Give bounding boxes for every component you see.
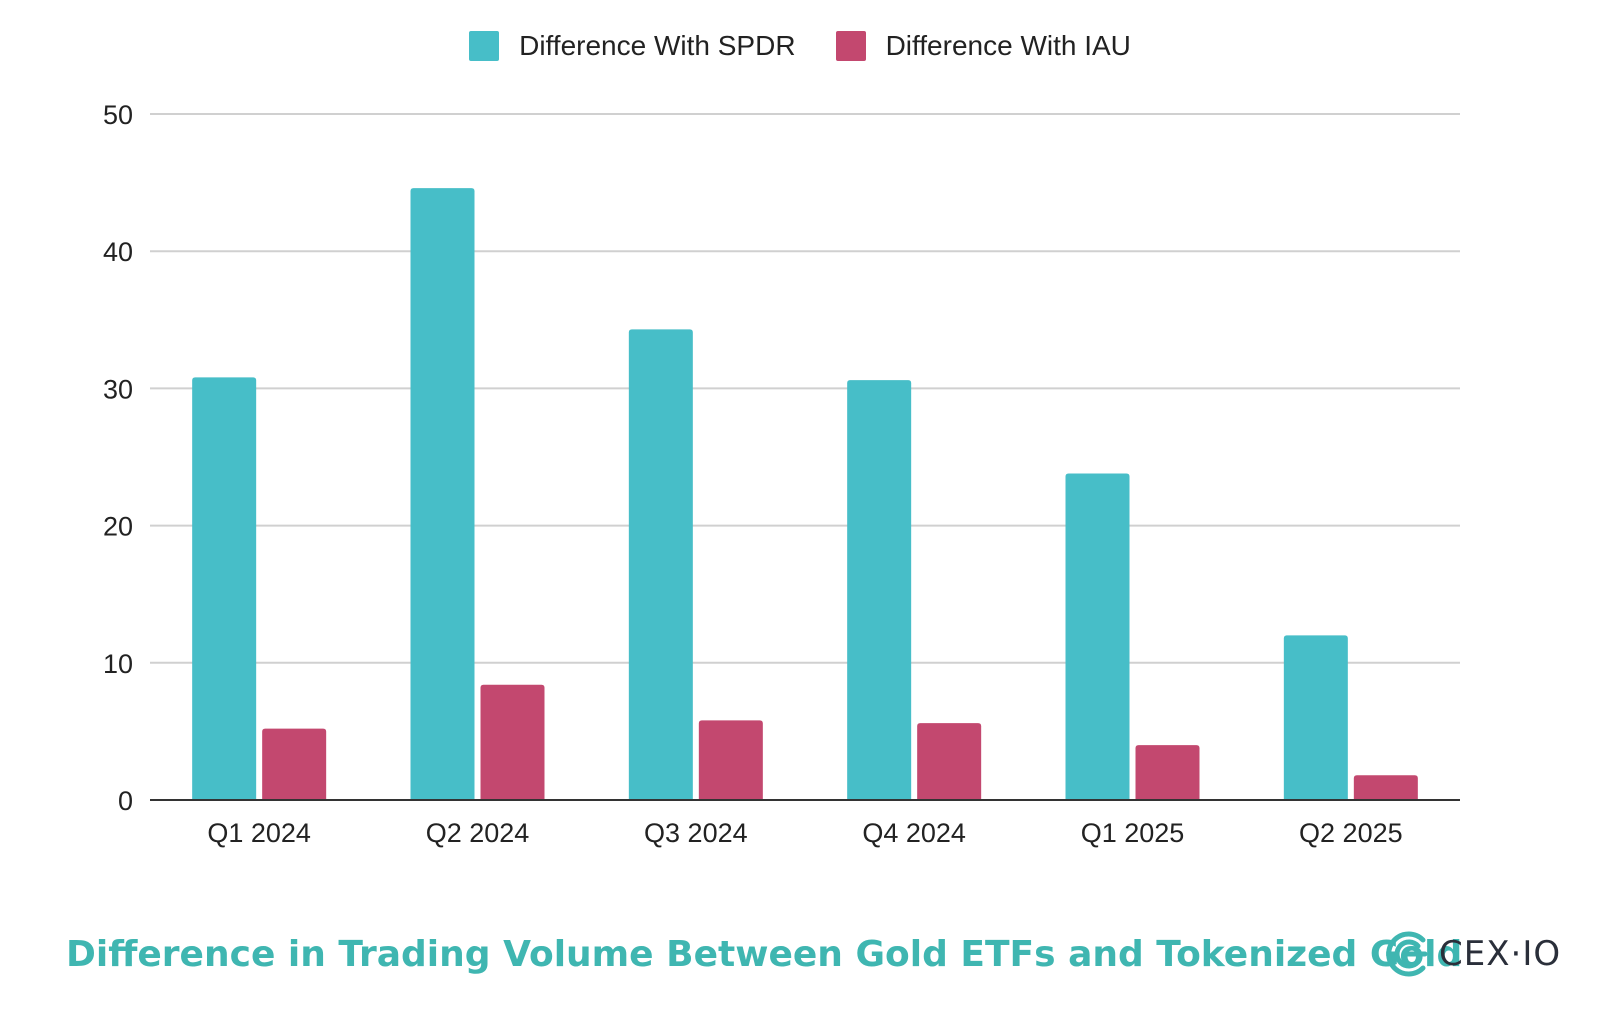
bar-iau-q1-2025[interactable] <box>1135 745 1200 800</box>
y-tick-label: 10 <box>103 649 133 679</box>
brand: CEX·IO <box>1383 930 1561 978</box>
brand-name: CEX·IO <box>1439 934 1562 974</box>
bar-iau-q1-2024[interactable] <box>262 728 327 800</box>
bar-iau-q3-2024[interactable] <box>698 720 763 800</box>
legend-swatch-spdr <box>469 31 500 61</box>
bar-spdr-q1-2025[interactable] <box>1065 473 1130 800</box>
x-tick-label: Q2 2024 <box>426 818 530 848</box>
legend-label-iau: Difference With IAU <box>885 30 1131 61</box>
x-tick-label: Q4 2024 <box>862 818 966 848</box>
x-tick-label: Q1 2024 <box>207 818 311 848</box>
legend: Difference With SPDR Difference With IAU <box>0 30 1600 62</box>
chart-caption: Difference in Trading Volume Between Gol… <box>66 934 1463 975</box>
bar-spdr-q1-2024[interactable] <box>192 377 257 800</box>
y-tick-label: 40 <box>103 237 133 267</box>
bar-spdr-q3-2024[interactable] <box>628 329 693 800</box>
gridlines <box>150 113 1460 664</box>
bar-iau-q2-2025[interactable] <box>1353 775 1418 800</box>
y-tick-label: 50 <box>103 100 133 130</box>
y-tick-label: 30 <box>103 374 133 404</box>
bar-spdr-q2-2024[interactable] <box>410 188 475 800</box>
bar-iau-q2-2024[interactable] <box>480 684 545 800</box>
legend-item-spdr[interactable]: Difference With SPDR <box>469 30 796 62</box>
x-axis-ticks: Q1 2024 Q2 2024 Q3 2024 Q4 2024 Q1 2025 Q2 20… <box>207 818 1402 848</box>
y-tick-label: 0 <box>118 786 133 816</box>
x-tick-label: Q1 2025 <box>1081 818 1185 848</box>
bar-spdr-q2-2025[interactable] <box>1283 635 1348 800</box>
bars <box>192 188 1418 800</box>
y-axis-ticks: 0 10 20 30 40 50 <box>103 100 133 816</box>
cex-io-logo-icon <box>1386 931 1428 977</box>
legend-label-spdr: Difference With SPDR <box>519 30 796 61</box>
legend-swatch-iau <box>835 31 866 61</box>
x-tick-label: Q3 2024 <box>644 818 748 848</box>
x-tick-label: Q2 2025 <box>1299 818 1403 848</box>
y-tick-label: 20 <box>103 512 133 542</box>
bar-spdr-q4-2024[interactable] <box>847 380 912 800</box>
legend-item-iau[interactable]: Difference With IAU <box>835 30 1131 62</box>
bar-iau-q4-2024[interactable] <box>917 723 982 800</box>
